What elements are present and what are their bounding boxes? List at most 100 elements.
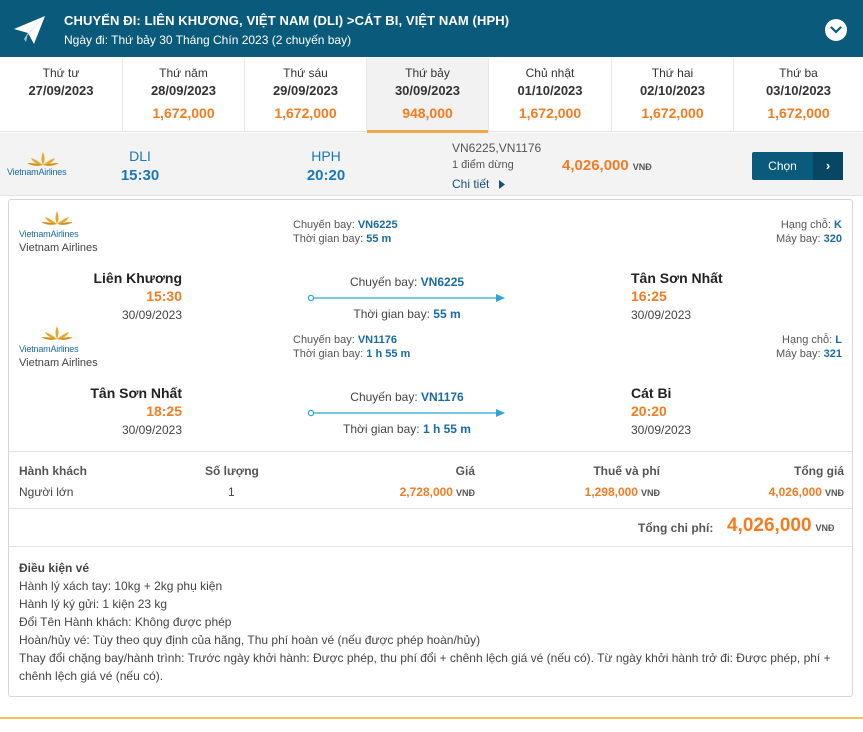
arrival-date: 30/09/2023: [631, 308, 692, 322]
flight-detail-card: VietnamAirlines Vietnam Airlines Chuyến …: [8, 199, 853, 697]
route-flight: Chuyến bay: VN1176: [307, 390, 507, 404]
date-tab-price: 1,672,000: [767, 105, 830, 121]
date-selector: Thứ tư 27/09/2023 Thứ năm 28/09/2023 1,6…: [0, 58, 863, 133]
grand-total-row: Tổng chi phí: 4,026,000 VNĐ: [9, 509, 852, 547]
cell-value: 2,728,000: [399, 485, 453, 499]
lotus-icon: [41, 211, 73, 225]
date-tab-date: 30/09/2023: [394, 83, 461, 98]
route-flight: Chuyến bay: VN6225: [307, 275, 507, 289]
cell-value: 1,298,000: [584, 485, 638, 499]
trip-subtitle: Ngày đi: Thứ bảy 30 Tháng Chín 2023 (2 c…: [64, 33, 352, 47]
total-fare-value: 4,026,000: [562, 157, 629, 174]
wordmark-a: Vietnam: [7, 167, 39, 177]
meta-value: VN1176: [421, 390, 464, 404]
date-tab-date: 27/09/2023: [28, 83, 94, 98]
flight-numbers: VN6225,VN1176: [452, 141, 542, 155]
date-tab-weekday: Thứ tư: [42, 66, 80, 80]
arrival-date: 30/09/2023: [631, 423, 692, 437]
currency-label: VNĐ: [815, 523, 835, 533]
segment-destination: Tân Sơn Nhất 16:25 30/09/2023: [631, 270, 723, 322]
date-tab-weekday: Thứ ba: [779, 66, 818, 80]
total-fare: 4,026,000 VNĐ: [562, 157, 652, 174]
date-tab-weekday: Thứ sáu: [283, 66, 328, 80]
segment-origin: Tân Sơn Nhất 18:25 30/09/2023: [90, 385, 182, 437]
currency-label: VNĐ: [455, 488, 475, 498]
ticket-conditions: Điều kiện vé Hành lý xách tay: 10kg + 2k…: [19, 559, 844, 685]
collapse-button[interactable]: [825, 19, 847, 41]
cell-total: 4,026,000 VNĐ: [769, 485, 844, 499]
segment-route: Chuyến bay: VN6225 Thời gian bay: 55 m: [307, 275, 507, 321]
meta-label: Thời gian bay:: [353, 307, 430, 321]
destination-city: Cát Bi: [631, 385, 672, 401]
airline-logo: VietnamAirlines: [19, 325, 99, 354]
meta-label: Thời gian bay:: [343, 422, 420, 436]
condition-line: Thay đổi chặng bay/hành trình: Trước ngà…: [19, 651, 831, 683]
meta-label: Hạng chỗ:: [782, 334, 833, 346]
cell-price: 2,728,000 VNĐ: [400, 485, 475, 499]
departure-time: 18:25: [146, 403, 182, 419]
cell-tax: 1,298,000 VNĐ: [585, 485, 660, 499]
date-tab[interactable]: Thứ ba 03/10/2023 1,672,000: [734, 58, 863, 132]
meta-label: Hạng chỗ:: [780, 219, 831, 231]
column-header-total: Tổng giá: [794, 464, 844, 478]
date-tab-weekday: Chủ nhật: [525, 66, 575, 80]
currency-label: VNĐ: [632, 162, 652, 172]
details-link-label: Chi tiết: [452, 177, 490, 191]
route-duration: Thời gian bay: 55 m: [307, 307, 507, 321]
date-tab-date: 28/09/2023: [150, 83, 217, 98]
condition-line: Đổi Tên Hành khách: Không được phép: [19, 615, 232, 629]
date-tab-price: 1,672,000: [518, 105, 582, 121]
date-tab[interactable]: Thứ năm 28/09/2023 1,672,000: [123, 58, 245, 132]
date-tab-selected[interactable]: Thứ bảy 30/09/2023 948,000: [367, 58, 489, 133]
meta-label: Máy bay:: [775, 233, 821, 245]
chevron-right-icon: ›: [813, 152, 843, 180]
duration-meta: Thời gian bay: 1 h 55 m: [293, 348, 410, 360]
duration-meta: Thời gian bay: 55 m: [293, 233, 391, 245]
meta-label: Thời gian bay:: [293, 233, 364, 245]
date-tab[interactable]: Thứ tư 27/09/2023: [0, 58, 123, 132]
segment-destination: Cát Bi 20:20 30/09/2023: [631, 385, 691, 437]
trip-title: CHUYẾN ĐI: LIÊN KHƯƠNG, VIỆT NAM (DLI) >…: [64, 13, 510, 28]
condition-line: Hoàn/hủy vé: Tùy theo quy định của hãng,…: [19, 633, 481, 647]
date-tab-price: 948,000: [402, 105, 453, 121]
meta-value: 55 m: [366, 233, 392, 245]
choose-button[interactable]: Chọn ›: [752, 152, 843, 180]
meta-value: 1 h 55 m: [422, 422, 471, 436]
details-link[interactable]: Chi tiết: [452, 177, 506, 191]
stops-count: 1 điểm dừng: [452, 159, 514, 171]
airline-name: Vietnam Airlines: [19, 242, 98, 254]
date-tab[interactable]: Chủ nhật 01/10/2023 1,672,000: [489, 58, 612, 132]
origin-city: Liên Khương: [93, 270, 182, 286]
date-tab[interactable]: Thứ sáu 29/09/2023 1,672,000: [245, 58, 367, 132]
date-tab[interactable]: Thứ hai 02/10/2023 1,672,000: [612, 58, 734, 132]
lotus-icon: [27, 152, 59, 166]
destination-city: Tân Sơn Nhất: [631, 270, 723, 286]
airline-wordmark: VietnamAirlines: [19, 229, 99, 239]
footer-divider: [0, 717, 863, 719]
meta-label: Thời gian bay:: [293, 348, 364, 360]
aircraft-meta: Máy bay: 320: [776, 233, 842, 245]
flight-number-meta: Chuyến bay: VN6225: [293, 219, 398, 231]
flight-summary-row: VietnamAirlines DLI 15:30 HPH 20:20 VN62…: [0, 133, 863, 196]
airline-wordmark: VietnamAirlines: [7, 167, 67, 177]
date-tab-date: 03/10/2023: [765, 83, 832, 98]
meta-label: Chuyến bay:: [293, 334, 355, 346]
departure-date: 30/09/2023: [121, 308, 182, 322]
cell-passenger-type: Người lớn: [19, 485, 74, 499]
date-tab-date: 01/10/2023: [517, 83, 583, 98]
date-tab-weekday: Thứ năm: [159, 66, 208, 80]
airline-logo: VietnamAirlines: [7, 151, 67, 177]
date-tab-price: 1,672,000: [152, 105, 215, 121]
meta-label: Máy bay:: [775, 348, 821, 360]
meta-label: Chuyến bay:: [350, 390, 418, 404]
wordmark-a: Vietnam: [19, 229, 51, 239]
column-header-passenger: Hành khách: [19, 464, 88, 478]
date-tab-weekday: Thứ bảy: [405, 66, 450, 80]
trip-header: CHUYẾN ĐI: LIÊN KHƯƠNG, VIỆT NAM (DLI) >…: [0, 0, 863, 57]
segment-route: Chuyến bay: VN1176 Thời gian bay: 1 h 55…: [307, 390, 507, 436]
class-meta: Hạng chỗ: L: [782, 334, 842, 346]
date-tab-price: 1,672,000: [274, 105, 337, 121]
currency-label: VNĐ: [824, 488, 844, 498]
airline-name: Vietnam Airlines: [19, 357, 98, 369]
meta-value: 55 m: [433, 307, 461, 321]
